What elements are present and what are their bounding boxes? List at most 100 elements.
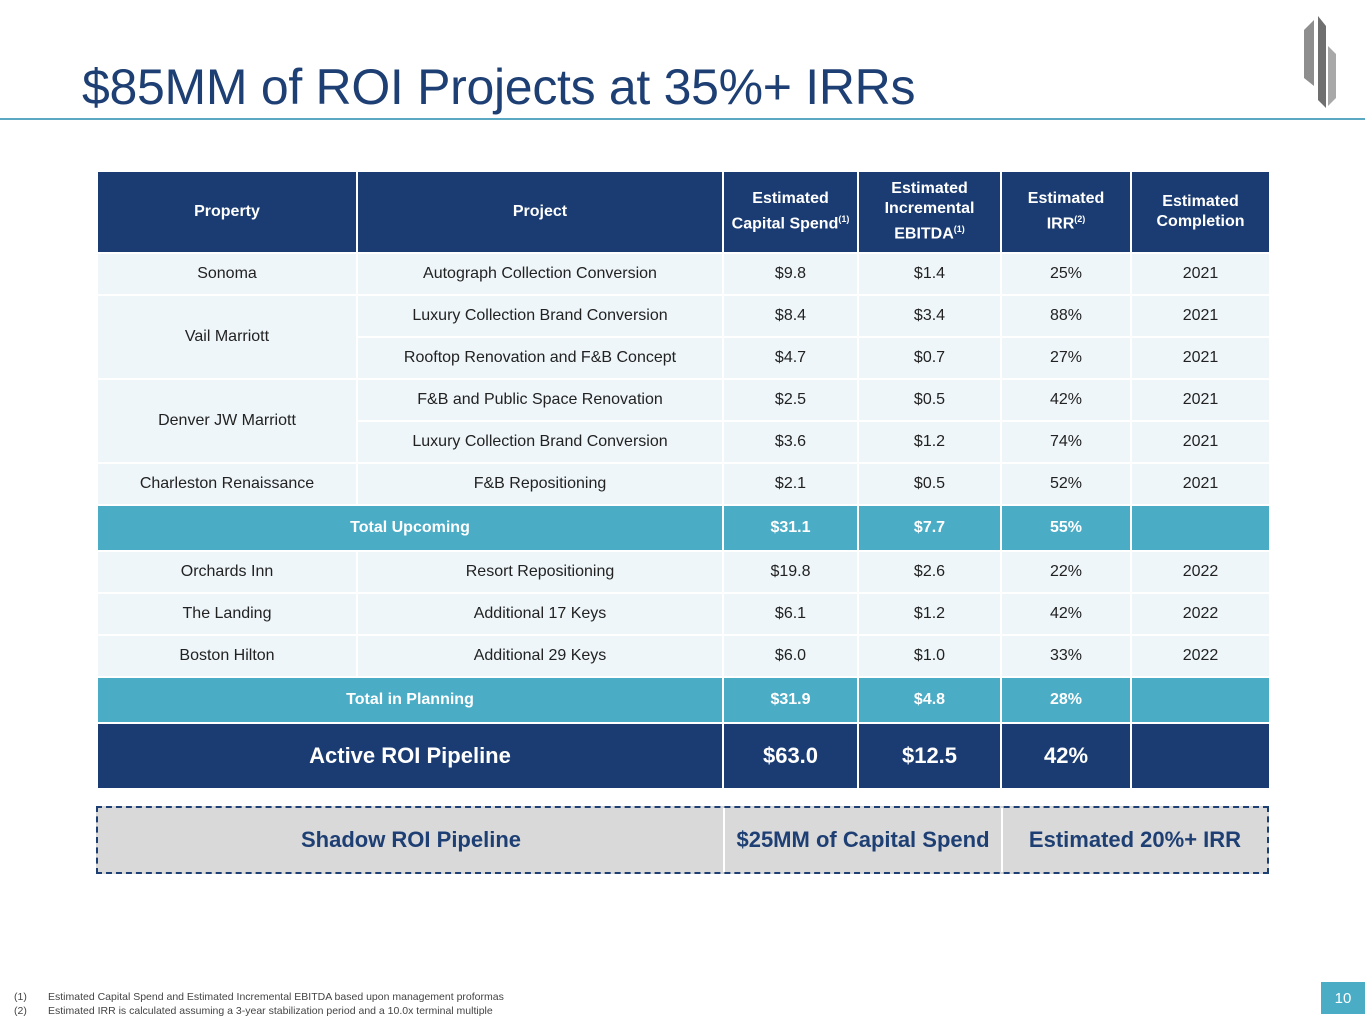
ebitda-cell: $1.4 (857, 252, 1002, 296)
total-planning-label: Total in Planning (96, 676, 724, 724)
table-row: The Landing Additional 17 Keys $6.1 $1.2… (96, 592, 1271, 636)
property-cell: Vail Marriott (96, 294, 358, 380)
active-pipeline-label: Active ROI Pipeline (96, 722, 724, 790)
completion-cell: 2022 (1130, 592, 1271, 636)
footnotes: (1) Estimated Capital Spend and Estimate… (14, 990, 504, 1018)
shadow-pipeline-irr: Estimated 20%+ IRR (1028, 827, 1242, 852)
ebitda-cell: $0.5 (857, 462, 1002, 506)
capital-cell: $19.8 (722, 550, 859, 594)
project-cell: Additional 29 Keys (356, 634, 724, 678)
project-cell: F&B Repositioning (356, 462, 724, 506)
page-title: $85MM of ROI Projects at 35%+ IRRs (82, 59, 916, 115)
total-planning-row: Total in Planning $31.9 $4.8 28% (96, 676, 1271, 724)
ebitda-cell: $0.5 (857, 378, 1002, 422)
irr-cell: 27% (1000, 336, 1132, 380)
footnote: (1) Estimated Capital Spend and Estimate… (14, 991, 504, 1003)
property-cell: Denver JW Marriott (96, 378, 358, 464)
capital-cell: $8.4 (722, 294, 859, 338)
completion-cell: 2022 (1130, 550, 1271, 594)
total-upcoming-row: Total Upcoming $31.1 $7.7 55% (96, 504, 1271, 552)
shadow-pipeline-label: Shadow ROI Pipeline (300, 827, 522, 852)
total-upcoming-ebitda: $7.7 (857, 504, 1002, 552)
table-row: Boston Hilton Additional 29 Keys $6.0 $1… (96, 634, 1271, 678)
total-planning-ebitda: $4.8 (857, 676, 1002, 724)
completion-cell: 2021 (1130, 252, 1271, 296)
header-project: Project (356, 170, 724, 254)
shadow-roi-pipeline-box: Shadow ROI Pipeline $25MM of Capital Spe… (96, 806, 1269, 874)
completion-cell: 2021 (1130, 294, 1271, 338)
ebitda-cell: $2.6 (857, 550, 1002, 594)
irr-cell: 74% (1000, 420, 1132, 464)
header-irr: Estimated IRR(2) (1000, 170, 1132, 254)
active-pipeline-capital: $63.0 (722, 722, 859, 790)
capital-cell: $9.8 (722, 252, 859, 296)
property-cell: Boston Hilton (96, 634, 358, 678)
table-row: Denver JW Marriott F&B and Public Space … (96, 378, 1271, 464)
project-cell: Luxury Collection Brand Conversion (356, 294, 724, 338)
total-planning-capital: $31.9 (722, 676, 859, 724)
capital-cell: $4.7 (722, 336, 859, 380)
ebitda-cell: $1.2 (857, 420, 1002, 464)
completion-cell: 2021 (1130, 378, 1271, 422)
total-upcoming-completion (1130, 504, 1271, 552)
table-row: Rooftop Renovation and F&B Concept $4.7 … (97, 336, 1271, 380)
header-incremental-ebitda: Estimated Incremental EBITDA(1) (857, 170, 1002, 254)
brand-logo-icon (1304, 16, 1336, 108)
table-row: Charleston Renaissance F&B Repositioning… (96, 462, 1271, 506)
capital-cell: $2.5 (722, 378, 859, 422)
ebitda-cell: $0.7 (857, 336, 1002, 380)
active-pipeline-irr: 42% (1000, 722, 1132, 790)
active-pipeline-completion (1130, 722, 1271, 790)
page-number: 10 (1321, 982, 1365, 1014)
project-cell: Resort Repositioning (356, 550, 724, 594)
roi-projects-table: Property Project Estimated Capital Spend… (96, 170, 1271, 790)
property-cell: Charleston Renaissance (96, 462, 358, 506)
title-divider (0, 118, 1365, 120)
irr-cell: 33% (1000, 634, 1132, 678)
project-cell: Autograph Collection Conversion (356, 252, 724, 296)
completion-cell: 2021 (1130, 336, 1271, 380)
shadow-divider (1001, 808, 1003, 872)
table-header-row: Property Project Estimated Capital Spend… (96, 170, 1271, 254)
irr-cell: 52% (1000, 462, 1132, 506)
property-cell: The Landing (96, 592, 358, 636)
project-cell: Additional 17 Keys (356, 592, 724, 636)
footnote: (2) Estimated IRR is calculated assuming… (14, 1005, 493, 1017)
table-row: Luxury Collection Brand Conversion $3.6 … (97, 420, 1271, 464)
ebitda-cell: $1.2 (857, 592, 1002, 636)
total-planning-irr: 28% (1000, 676, 1132, 724)
irr-cell: 88% (1000, 294, 1132, 338)
header-completion: Estimated Completion (1130, 170, 1271, 254)
table-row: Vail Marriott Luxury Collection Brand Co… (96, 294, 1271, 380)
property-cell: Sonoma (96, 252, 358, 296)
irr-cell: 42% (1000, 378, 1132, 422)
capital-cell: $6.1 (722, 592, 859, 636)
header-property: Property (96, 170, 358, 254)
table-row: Orchards Inn Resort Repositioning $19.8 … (96, 550, 1271, 594)
ebitda-cell: $3.4 (857, 294, 1002, 338)
project-cell: Rooftop Renovation and F&B Concept (356, 336, 724, 380)
shadow-pipeline-capital: $25MM of Capital Spend (736, 827, 990, 852)
table-row: Sonoma Autograph Collection Conversion $… (96, 252, 1271, 296)
capital-cell: $3.6 (722, 420, 859, 464)
total-upcoming-label: Total Upcoming (96, 504, 724, 552)
total-upcoming-capital: $31.1 (722, 504, 859, 552)
capital-cell: $2.1 (722, 462, 859, 506)
irr-cell: 25% (1000, 252, 1132, 296)
property-cell: Orchards Inn (96, 550, 358, 594)
project-cell: F&B and Public Space Renovation (356, 378, 724, 422)
irr-cell: 22% (1000, 550, 1132, 594)
active-pipeline-ebitda: $12.5 (857, 722, 1002, 790)
irr-cell: 42% (1000, 592, 1132, 636)
completion-cell: 2021 (1130, 420, 1271, 464)
shadow-divider (723, 808, 725, 872)
completion-cell: 2021 (1130, 462, 1271, 506)
capital-cell: $6.0 (722, 634, 859, 678)
total-planning-completion (1130, 676, 1271, 724)
total-upcoming-irr: 55% (1000, 504, 1132, 552)
header-capital-spend: Estimated Capital Spend(1) (722, 170, 859, 254)
active-pipeline-row: Active ROI Pipeline $63.0 $12.5 42% (96, 722, 1271, 790)
ebitda-cell: $1.0 (857, 634, 1002, 678)
completion-cell: 2022 (1130, 634, 1271, 678)
project-cell: Luxury Collection Brand Conversion (356, 420, 724, 464)
